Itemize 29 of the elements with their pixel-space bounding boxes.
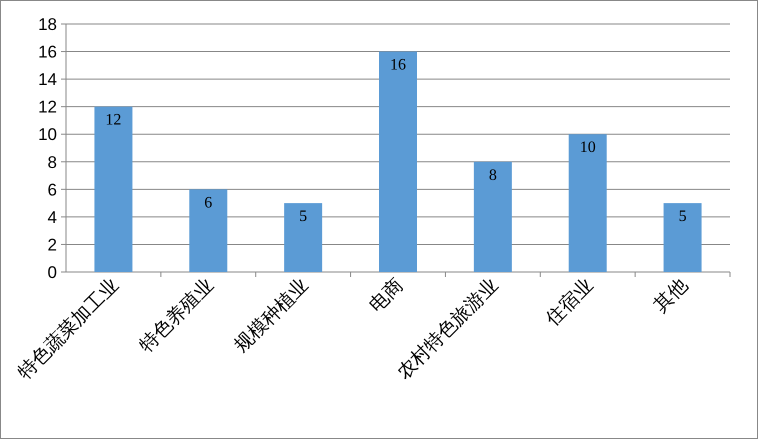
data-label: 5 bbox=[678, 208, 687, 226]
data-label: 10 bbox=[580, 139, 596, 156]
y-tick-label: 4 bbox=[48, 208, 57, 227]
data-label: 6 bbox=[204, 194, 212, 212]
data-label: 8 bbox=[488, 166, 497, 184]
bar bbox=[284, 203, 322, 272]
bar bbox=[664, 203, 702, 272]
y-tick-label: 2 bbox=[48, 235, 57, 254]
x-tick-label: 其他 bbox=[650, 274, 692, 316]
y-tick-label: 10 bbox=[38, 125, 57, 144]
data-label: 5 bbox=[299, 208, 308, 226]
y-tick-label: 16 bbox=[38, 42, 57, 62]
bar bbox=[568, 134, 607, 272]
x-tick-label: 特色养殖业 bbox=[135, 274, 218, 357]
x-tick-label: 规模种植业 bbox=[230, 274, 313, 357]
y-tick-label: 0 bbox=[48, 263, 57, 282]
bar bbox=[94, 106, 132, 272]
x-tick-label: 电商 bbox=[365, 274, 408, 316]
bar bbox=[189, 189, 228, 272]
y-tick-label: 8 bbox=[48, 152, 57, 172]
bar bbox=[379, 52, 417, 272]
y-tick-label: 18 bbox=[38, 15, 57, 34]
y-tick-label: 12 bbox=[38, 98, 57, 117]
x-tick-label: 住宿业 bbox=[540, 274, 598, 331]
bar bbox=[474, 162, 512, 272]
data-label: 16 bbox=[390, 56, 406, 74]
y-tick-label: 6 bbox=[48, 180, 57, 200]
y-tick-label: 14 bbox=[38, 70, 57, 90]
data-label: 12 bbox=[105, 112, 122, 129]
